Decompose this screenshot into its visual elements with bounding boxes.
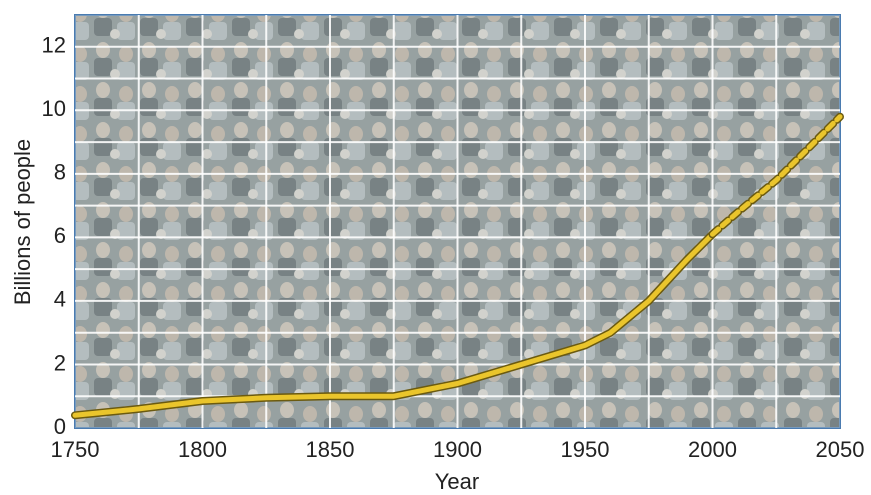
y-axis-label: Billions of people xyxy=(10,139,35,305)
y-tick-label: 2 xyxy=(54,350,66,375)
x-tick-label: 1750 xyxy=(51,437,100,462)
data-line xyxy=(72,231,715,418)
x-tick-label: 2000 xyxy=(688,437,737,462)
x-tick-label: 1950 xyxy=(561,437,610,462)
y-tick-label: 10 xyxy=(42,96,66,121)
data-line xyxy=(710,114,843,237)
y-tick-label: 0 xyxy=(54,414,66,439)
y-tick-label: 4 xyxy=(54,287,66,312)
x-tick-label: 1800 xyxy=(178,437,227,462)
y-tick-label: 8 xyxy=(54,160,66,185)
x-tick-label: 1900 xyxy=(433,437,482,462)
x-tick-label: 2050 xyxy=(816,437,865,462)
x-tick-label: 1850 xyxy=(306,437,355,462)
y-tick-label: 12 xyxy=(42,33,66,58)
y-tick-label: 6 xyxy=(54,223,66,248)
x-axis-label: Year xyxy=(435,469,479,494)
